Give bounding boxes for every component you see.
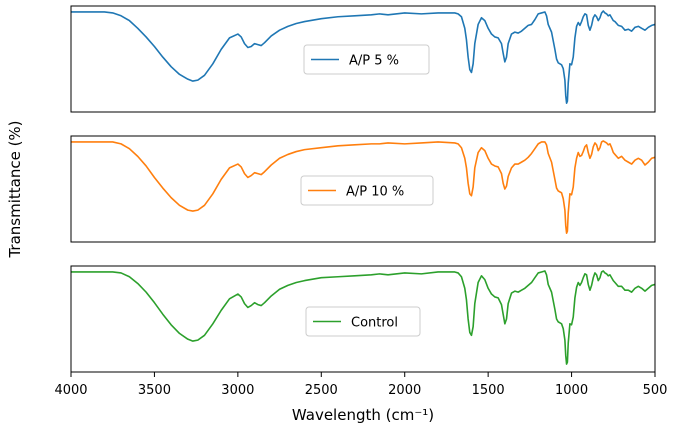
panel-3: Control <box>70 265 656 373</box>
legend-1: A/P 5 % <box>303 44 430 75</box>
panel-1: A/P 5 % <box>70 5 656 113</box>
panel-2: A/P 10 % <box>70 135 656 243</box>
x-axis: 4000 3500 3000 2500 2000 1500 1000 500 <box>54 372 667 398</box>
x-tick-label: 2500 <box>305 383 338 398</box>
panel-frame <box>70 265 656 373</box>
panel-frame <box>70 135 656 243</box>
panels-layer: A/P 5 % A/P 10 % Control <box>70 5 656 373</box>
x-tick-label: 1500 <box>472 383 505 398</box>
legend-label: Control <box>351 316 398 331</box>
x-tick-label: 4000 <box>54 383 87 398</box>
legend-3: Control <box>305 306 421 337</box>
x-axis-label: Wavelength (cm⁻¹) <box>292 406 434 424</box>
legend-box <box>300 175 434 206</box>
panel-frame <box>70 5 656 113</box>
spectrum-line-3 <box>71 270 656 365</box>
legend-2: A/P 10 % <box>300 175 434 206</box>
legend-box <box>303 44 430 75</box>
y-axis-label: Transmittance (%) <box>6 120 24 258</box>
legend-box <box>305 306 421 337</box>
spectrum-line-2 <box>71 140 656 234</box>
x-tick-label: 500 <box>643 383 668 398</box>
spectrum-line-1 <box>71 10 656 104</box>
legend-label: A/P 5 % <box>349 54 399 69</box>
x-tick-label: 1000 <box>555 383 588 398</box>
x-tick-label: 3500 <box>138 383 171 398</box>
legend-label: A/P 10 % <box>346 185 404 200</box>
x-tick-label: 2000 <box>388 383 421 398</box>
x-tick-label: 3000 <box>221 383 254 398</box>
